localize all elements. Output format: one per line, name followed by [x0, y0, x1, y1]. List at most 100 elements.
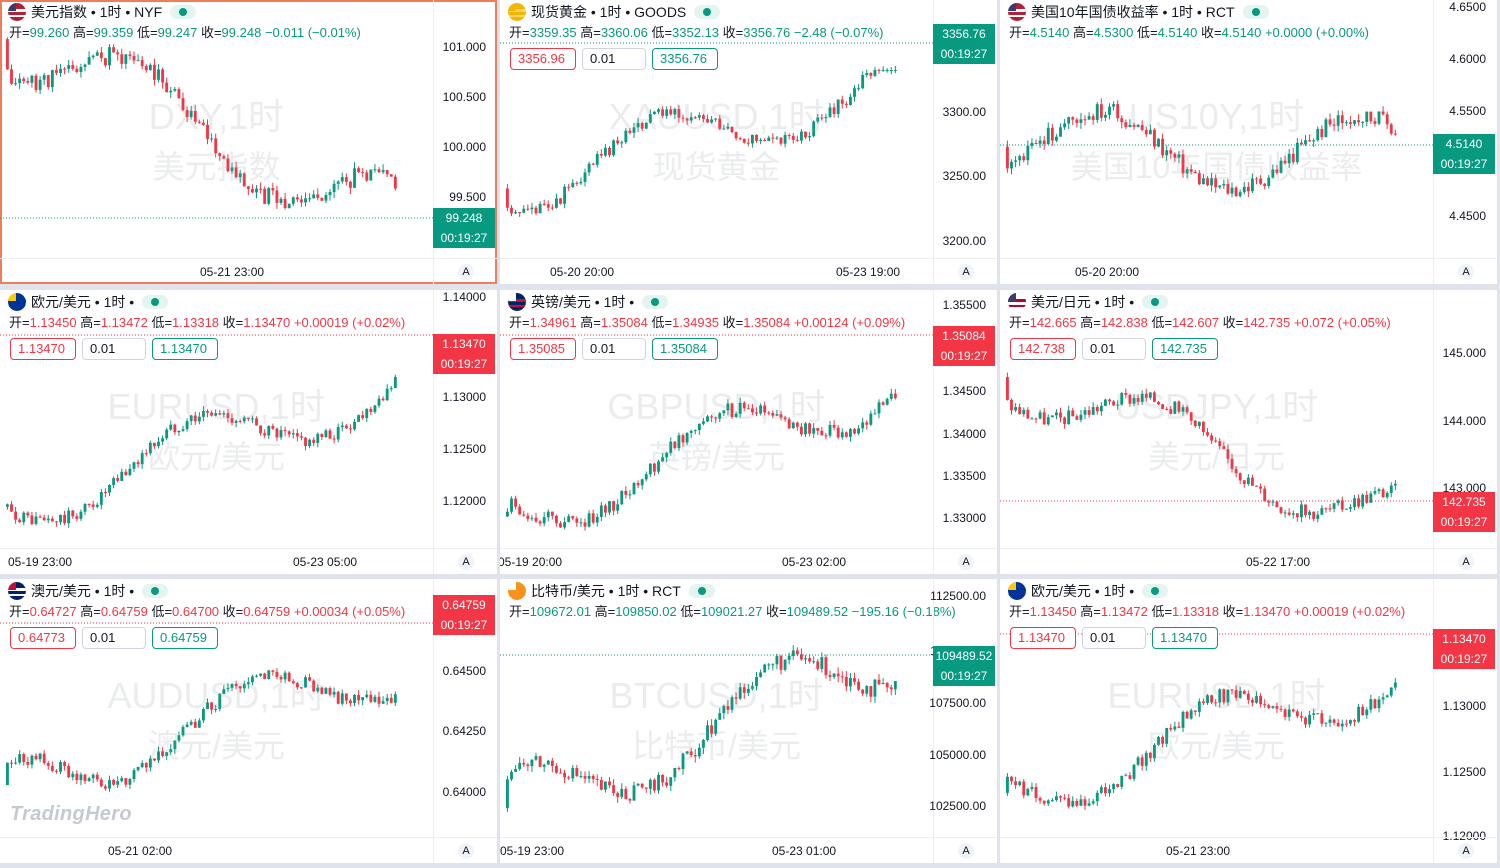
buy-button[interactable]: 1.13470: [1152, 627, 1218, 649]
candle-body: [1063, 797, 1067, 799]
candle-body: [755, 134, 758, 141]
symbol-title[interactable]: 美元指数 • 1时 • NYF: [31, 4, 163, 20]
chart-panel-p5[interactable]: GBPUSD,1时 英镑/美元 英镑/美元 • 1时 • 开=1.34961 高=1.…: [500, 290, 997, 574]
time-axis[interactable]: 05-20 20:00: [1000, 258, 1433, 284]
auto-scale-button[interactable]: A: [1458, 554, 1474, 570]
chart-title-row[interactable]: 现货黄金 • 1时 • GOODS: [508, 3, 721, 21]
btc-icon: [508, 582, 526, 600]
chart-title-row[interactable]: 美元/日元 • 1时 •: [1008, 293, 1169, 311]
time-axis[interactable]: 05-19 23:00 05-23 01:00: [500, 837, 933, 863]
symbol-title[interactable]: 澳元/美元 • 1时 •: [31, 583, 135, 599]
candle-body: [300, 687, 303, 689]
auto-scale-button[interactable]: A: [1458, 264, 1474, 280]
chart-panel-p4[interactable]: EURUSD,1时 欧元/美元 欧元/美元 • 1时 • 开=1.13450 高=1.…: [0, 290, 497, 574]
symbol-title[interactable]: 美国10年国债收益率 • 1时 • RCT: [1031, 4, 1235, 20]
time-axis[interactable]: 05-21 23:00: [1000, 837, 1433, 863]
candle-body: [389, 174, 393, 177]
price-axis[interactable]: 145.000 144.000 143.000: [1433, 290, 1497, 548]
quantity-field[interactable]: 0.01: [582, 48, 646, 70]
symbol-title[interactable]: 比特币/美元 • 1时 • RCT: [531, 583, 681, 599]
buy-button[interactable]: 1.13470: [152, 338, 218, 360]
candle-body: [214, 413, 218, 416]
price-axis[interactable]: 1.13000 1.12500 1.12000: [1433, 579, 1497, 843]
symbol-title[interactable]: 欧元/美元 • 1时 •: [31, 294, 135, 310]
time-axis[interactable]: 05-21 02:00: [0, 837, 433, 863]
symbol-title[interactable]: 欧元/美元 • 1时 •: [1031, 583, 1135, 599]
price-axis[interactable]: 0.64500 0.64250 0.64000: [433, 579, 497, 837]
sell-button[interactable]: 142.738: [1010, 338, 1076, 360]
auto-scale-button[interactable]: A: [1458, 843, 1474, 859]
sell-button[interactable]: 1.13470: [1010, 627, 1076, 649]
buy-button[interactable]: 3356.76: [652, 48, 718, 70]
time-axis[interactable]: 05-19 20:00 05-23 02:00: [500, 548, 933, 574]
chart-panel-p3[interactable]: US10Y,1时 美国10年国债收益率 美国10年国债收益率 • 1时 • RCT 开…: [1000, 0, 1497, 284]
candle-body: [1050, 415, 1054, 418]
chart-panel-p7[interactable]: AUDUSD,1时 澳元/美元 澳元/美元 • 1时 • 开=0.64727 高=0.…: [0, 579, 497, 863]
sell-button[interactable]: 0.64773: [10, 627, 76, 649]
candle-body: [234, 167, 238, 178]
quantity-field[interactable]: 0.01: [82, 627, 146, 649]
candle-body: [1059, 127, 1062, 137]
price-axis[interactable]: 3300.00 3250.00 3200.00: [933, 0, 997, 258]
auto-scale-button[interactable]: A: [958, 264, 974, 280]
auto-scale-button[interactable]: A: [458, 843, 474, 859]
chart-title-row[interactable]: 澳元/美元 • 1时 •: [8, 582, 169, 600]
chart-title-row[interactable]: 欧元/美元 • 1时 •: [1008, 582, 1169, 600]
symbol-title[interactable]: 美元/日元 • 1时 •: [1031, 294, 1135, 310]
symbol-title[interactable]: 现货黄金 • 1时 • GOODS: [531, 4, 687, 20]
quantity-field[interactable]: 0.01: [582, 338, 646, 360]
chart-title-row[interactable]: 比特币/美元 • 1时 • RCT: [508, 582, 715, 600]
chart-title-row[interactable]: 美国10年国债收益率 • 1时 • RCT: [1008, 3, 1269, 21]
price-axis[interactable]: 4.6500 4.6000 4.5500 4.5140 4.4500: [1433, 0, 1497, 258]
candle-body: [648, 114, 652, 123]
sell-button[interactable]: 1.35085: [510, 338, 576, 360]
candle-body: [575, 518, 579, 523]
buy-button[interactable]: 142.735: [1152, 338, 1218, 360]
auto-scale-button[interactable]: A: [458, 554, 474, 570]
candle-body: [636, 783, 640, 786]
candle-body: [808, 423, 812, 434]
candle-body: [148, 758, 152, 768]
price-axis[interactable]: 1.14000 1.13000 1.12500 1.12000: [433, 290, 497, 548]
candle-body: [693, 117, 697, 119]
time-axis[interactable]: 05-21 23:00: [0, 258, 433, 284]
price-axis[interactable]: 101.000 100.500 100.000 99.500: [433, 0, 497, 258]
quantity-field[interactable]: 0.01: [82, 338, 146, 360]
chart-title-row[interactable]: 英镑/美元 • 1时 •: [508, 293, 669, 311]
candle-body: [624, 130, 628, 143]
buy-button[interactable]: 1.35084: [652, 338, 718, 360]
auto-scale-button[interactable]: A: [458, 264, 474, 280]
time-axis[interactable]: 05-19 23:00 05-23 05:00: [0, 548, 433, 574]
time-axis[interactable]: 05-22 17:00: [1000, 548, 1433, 574]
quantity-field[interactable]: 0.01: [1082, 627, 1146, 649]
candle-body: [22, 78, 26, 82]
chart-panel-p1[interactable]: DXY,1时 美元指数 美元指数 • 1时 • NYF 开=99.260 高=99.3…: [0, 0, 497, 284]
chart-title-row[interactable]: 欧元/美元 • 1时 •: [8, 293, 169, 311]
candle-body: [189, 721, 193, 725]
chart-panel-p2[interactable]: XAUUSD,1时 现货黄金 现货黄金 • 1时 • GOODS 开=3359.35 …: [500, 0, 997, 284]
auto-scale-button[interactable]: A: [958, 843, 974, 859]
buy-button[interactable]: 0.64759: [152, 627, 218, 649]
candle-body: [1104, 787, 1107, 794]
candle-body: [132, 770, 136, 780]
price-axis[interactable]: 112500.00110000.00107500.00105000.001025…: [929, 579, 997, 837]
time-axis[interactable]: 05-20 20:00 05-23 19:00: [500, 258, 933, 284]
quantity-field[interactable]: 0.01: [1082, 338, 1146, 360]
auto-scale-button[interactable]: A: [958, 554, 974, 570]
candle-body: [197, 416, 201, 422]
symbol-title[interactable]: 英镑/美元 • 1时 •: [531, 294, 635, 310]
chart-panel-p6[interactable]: USDJPY,1时 美元/日元 美元/日元 • 1时 • 开=142.665 高=14…: [1000, 290, 1497, 574]
sell-button[interactable]: 1.13470: [10, 338, 76, 360]
candle-body: [575, 768, 579, 777]
candle-body: [1316, 514, 1320, 519]
candle-body: [169, 749, 173, 753]
candle-body: [271, 188, 275, 191]
candle-body: [751, 408, 754, 413]
chart-panel-p9[interactable]: EURUSD,1时 欧元/美元 欧元/美元 • 1时 • 开=1.13450 高=1.…: [1000, 579, 1497, 863]
chart-title-row[interactable]: 美元指数 • 1时 • NYF: [8, 3, 197, 21]
sell-button[interactable]: 3356.96: [510, 48, 576, 70]
chart-panel-p8[interactable]: BTCUSD,1时 比特币/美元 比特币/美元 • 1时 • RCT 开=109672…: [500, 579, 997, 863]
candle-body: [1055, 796, 1058, 801]
price-axis[interactable]: 1.35500 1.34500 1.34000 1.33500 1.33000: [933, 290, 997, 548]
candle-body: [1369, 493, 1373, 503]
